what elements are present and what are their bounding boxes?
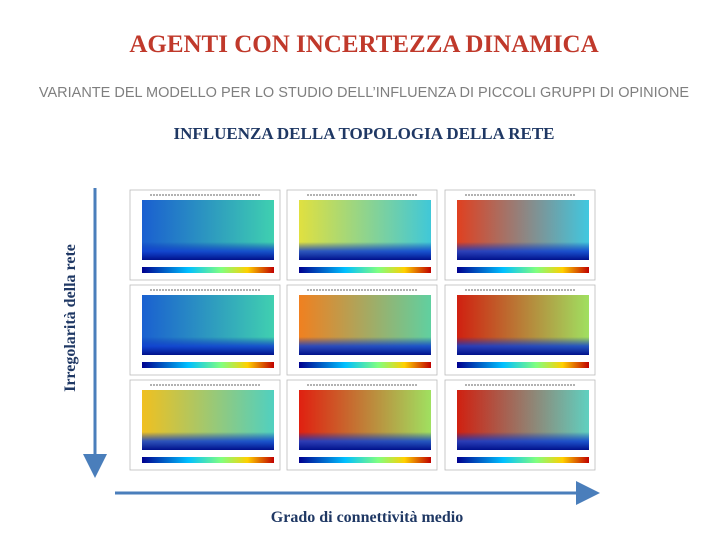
heatmap-overlay — [142, 200, 274, 260]
colorbar — [142, 267, 274, 273]
heading: INFLUENZA DELLA TOPOLOGIA DELLA RETE — [173, 124, 554, 143]
colorbar — [457, 457, 589, 463]
panel-grid — [129, 189, 596, 471]
heatmap-panel — [444, 189, 596, 281]
heatmap-panel — [286, 284, 438, 376]
title: AGENTI CON INCERTEZZA DINAMICA — [129, 31, 598, 58]
heatmap-overlay — [457, 295, 589, 355]
x-axis-label: Grado di connettività medio — [271, 509, 463, 526]
colorbar — [142, 362, 274, 368]
heatmap-panel — [286, 189, 438, 281]
heatmap-panel — [286, 379, 438, 471]
heatmap-panel — [129, 189, 281, 281]
heatmap-overlay — [142, 295, 274, 355]
subtitle: VARIANTE DEL MODELLO PER LO STUDIO DELL’… — [39, 85, 690, 101]
heatmap-overlay — [299, 390, 431, 450]
colorbar — [299, 267, 431, 273]
heatmap-panel — [444, 379, 596, 471]
colorbar — [299, 457, 431, 463]
heatmap-panel — [129, 284, 281, 376]
colorbar — [142, 457, 274, 463]
heatmap-overlay — [299, 200, 431, 260]
heatmap-overlay — [457, 200, 589, 260]
heatmap-overlay — [142, 390, 274, 450]
heatmap-panel — [444, 284, 596, 376]
colorbar — [299, 362, 431, 368]
colorbar — [457, 362, 589, 368]
heatmap-overlay — [299, 295, 431, 355]
heatmap-panel — [129, 379, 281, 471]
colorbar — [457, 267, 589, 273]
heatmap-overlay — [457, 390, 589, 450]
y-axis-label: Irregolarità della rete — [62, 244, 79, 392]
